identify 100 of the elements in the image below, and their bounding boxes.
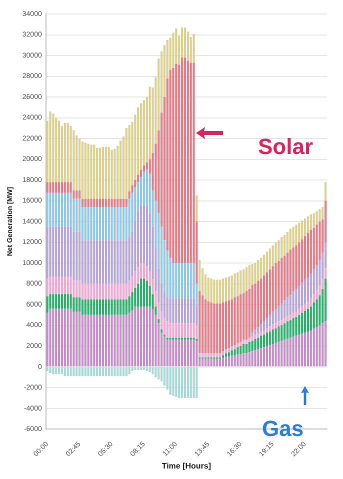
bar [222, 278, 224, 302]
bar [242, 340, 245, 344]
bar [216, 304, 218, 354]
bar [192, 34, 195, 63]
bar [78, 297, 81, 312]
bar [175, 340, 178, 366]
bar [169, 340, 172, 366]
bar [84, 367, 86, 376]
bar [306, 216, 310, 233]
bar [72, 312, 75, 366]
bar [64, 308, 66, 366]
bar [122, 207, 125, 240]
bar [316, 211, 318, 225]
bar [55, 367, 58, 374]
bar [131, 367, 134, 371]
bar [104, 240, 107, 284]
bar [128, 280, 130, 296]
bar [310, 298, 312, 307]
bar [58, 192, 60, 227]
bar [102, 284, 104, 300]
bar [122, 299, 125, 315]
bar [292, 318, 294, 337]
bar [134, 306, 136, 366]
bar [122, 198, 125, 208]
bar [283, 235, 286, 256]
bar [301, 306, 304, 313]
bar [198, 291, 201, 354]
bar [234, 355, 236, 366]
bar [278, 260, 280, 306]
bar [234, 349, 236, 356]
bar [262, 275, 266, 322]
bar [125, 198, 128, 208]
bar [134, 271, 136, 288]
bar [96, 207, 98, 240]
bar [268, 332, 271, 346]
bar [78, 232, 81, 281]
bar [140, 306, 142, 366]
bar [76, 367, 78, 376]
bar [116, 314, 119, 366]
bar [224, 301, 228, 350]
bar [286, 232, 289, 253]
bar [110, 284, 113, 300]
bar [184, 367, 186, 398]
bar [98, 314, 102, 366]
bar [272, 344, 274, 366]
bar [146, 280, 148, 307]
bar [286, 321, 289, 339]
bar [119, 314, 122, 366]
bar [110, 198, 113, 208]
bar [49, 182, 52, 192]
bar [283, 323, 286, 340]
bar [192, 367, 195, 398]
bar [289, 338, 292, 366]
bar [163, 367, 166, 386]
bar [286, 338, 289, 366]
bar [219, 280, 222, 304]
bar [84, 207, 86, 240]
bar [262, 321, 266, 330]
bar [260, 324, 262, 332]
bar [55, 294, 58, 309]
bar [201, 295, 204, 354]
bar [186, 60, 189, 264]
bar [312, 302, 315, 328]
bar [298, 334, 300, 366]
bar [204, 299, 207, 354]
bar [98, 299, 102, 315]
bar [295, 288, 298, 312]
bar [172, 367, 174, 396]
bar [260, 278, 262, 324]
bar [262, 330, 266, 335]
bar [184, 58, 186, 264]
bar [116, 198, 119, 208]
bar [110, 299, 113, 315]
bar [184, 27, 186, 58]
bar [257, 338, 260, 350]
bar [104, 198, 107, 208]
bar [46, 182, 48, 192]
bar [324, 182, 327, 201]
bar [245, 267, 248, 292]
bar [128, 296, 130, 313]
bar [52, 308, 54, 366]
bar [230, 299, 233, 346]
bar [78, 280, 81, 298]
bar [125, 284, 128, 300]
bar [222, 302, 224, 352]
bar [236, 272, 239, 296]
bar [84, 240, 86, 284]
bar [234, 297, 236, 346]
bar [172, 323, 174, 338]
bar [142, 172, 146, 206]
bar [298, 242, 300, 286]
bar [280, 325, 283, 341]
bar [87, 198, 90, 208]
bar [222, 357, 224, 366]
bar [228, 348, 230, 352]
bar [110, 207, 113, 240]
bar [272, 245, 274, 266]
bar [272, 324, 274, 330]
bar [87, 299, 90, 315]
bar [119, 284, 122, 300]
